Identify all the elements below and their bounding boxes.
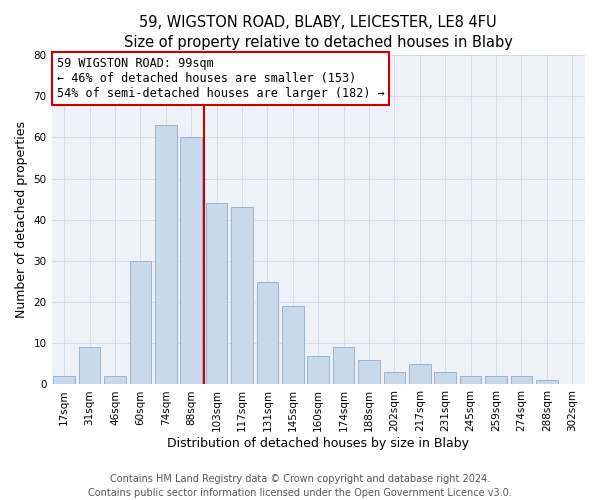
Bar — [460, 376, 481, 384]
Bar — [383, 372, 405, 384]
Bar — [155, 125, 176, 384]
Bar — [434, 372, 456, 384]
Text: Contains HM Land Registry data © Crown copyright and database right 2024.
Contai: Contains HM Land Registry data © Crown c… — [88, 474, 512, 498]
Bar — [536, 380, 557, 384]
Bar — [511, 376, 532, 384]
Bar — [130, 261, 151, 384]
Text: 59 WIGSTON ROAD: 99sqm
← 46% of detached houses are smaller (153)
54% of semi-de: 59 WIGSTON ROAD: 99sqm ← 46% of detached… — [56, 57, 385, 100]
Bar — [206, 204, 227, 384]
Bar — [307, 356, 329, 384]
Bar — [358, 360, 380, 384]
Bar — [257, 282, 278, 385]
Bar — [231, 208, 253, 384]
Bar — [79, 348, 100, 385]
Bar — [485, 376, 507, 384]
Bar — [104, 376, 126, 384]
Bar — [333, 348, 355, 385]
Bar — [282, 306, 304, 384]
X-axis label: Distribution of detached houses by size in Blaby: Distribution of detached houses by size … — [167, 437, 469, 450]
Bar — [53, 376, 75, 384]
Bar — [409, 364, 431, 384]
Y-axis label: Number of detached properties: Number of detached properties — [15, 122, 28, 318]
Bar — [181, 138, 202, 384]
Title: 59, WIGSTON ROAD, BLABY, LEICESTER, LE8 4FU
Size of property relative to detache: 59, WIGSTON ROAD, BLABY, LEICESTER, LE8 … — [124, 15, 513, 50]
